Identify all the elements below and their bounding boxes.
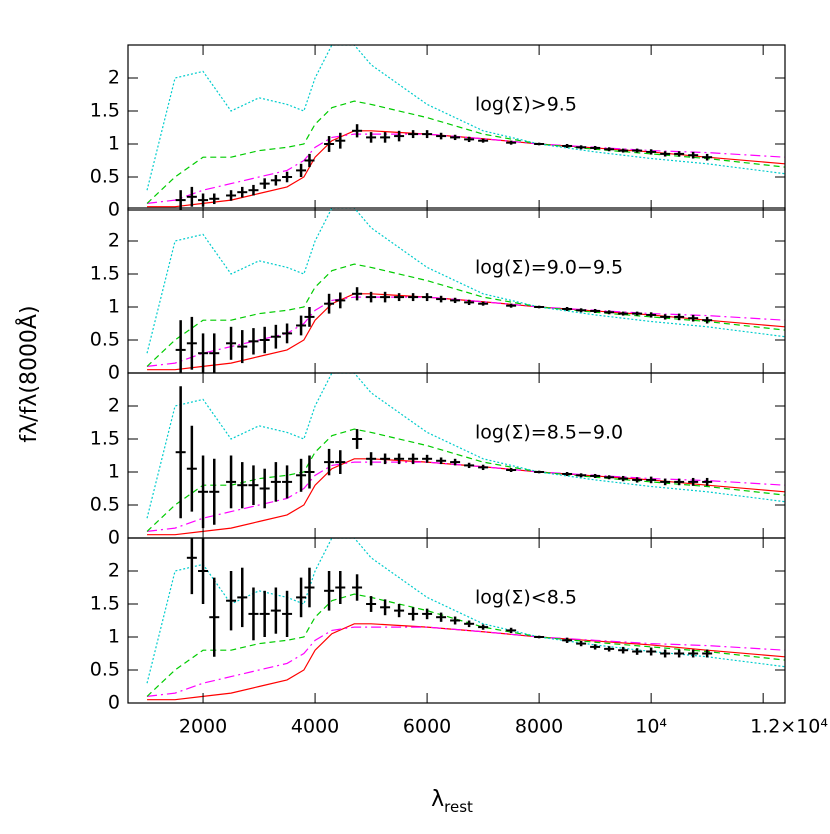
model-line	[146, 373, 785, 519]
panel-plot	[146, 373, 785, 536]
y-tick-label: 2	[108, 560, 120, 582]
y-tick-label: 1.5	[90, 428, 120, 450]
x-tick-label: 10⁴	[635, 716, 667, 738]
y-tick-label: 0	[108, 692, 120, 714]
model-line	[146, 133, 785, 204]
x-label-main: λ	[431, 787, 444, 812]
y-tick-label: 0	[108, 199, 120, 221]
y-tick-label: 1.5	[90, 593, 120, 615]
panel-label: log(Σ)=9.0−9.5	[475, 257, 623, 279]
panel-label: log(Σ)=8.5−9.0	[475, 422, 623, 444]
model-line	[146, 208, 785, 354]
panel-plot	[146, 208, 785, 373]
x-tick-label: 2000	[179, 716, 227, 738]
x-axis-label: λrest	[431, 787, 473, 816]
model-line	[147, 623, 785, 701]
model-line	[146, 461, 785, 532]
panel-plot	[146, 538, 785, 701]
model-line	[146, 538, 785, 684]
model-line	[146, 296, 785, 367]
y-tick-label: 1	[108, 133, 120, 155]
y-tick-label: 1.5	[90, 263, 120, 285]
panel-label: log(Σ)<8.5	[475, 587, 577, 609]
y-tick-label: 2	[108, 395, 120, 417]
y-tick-label: 2	[108, 230, 120, 252]
x-label-sub: rest	[444, 798, 473, 816]
y-tick-label: 0.5	[90, 659, 120, 681]
y-tick-label: 0.5	[90, 166, 120, 188]
panel-label: log(Σ)>9.5	[475, 94, 577, 116]
panel-frame	[127, 44, 786, 211]
y-tick-label: 0	[108, 362, 120, 384]
y-tick-label: 0	[108, 527, 120, 549]
y-tick-label: 0.5	[90, 494, 120, 516]
x-tick-label: 4000	[291, 716, 339, 738]
model-line	[146, 626, 785, 697]
panel-plot	[146, 45, 785, 210]
x-tick-label: 6000	[403, 716, 451, 738]
y-tick-label: 1	[108, 626, 120, 648]
panel-frame	[127, 537, 786, 704]
y-tick-label: 0.5	[90, 329, 120, 351]
x-tick-label: 1.2×10⁴	[750, 716, 828, 738]
model-line	[146, 593, 785, 697]
y-axis-label: fλ/fλ(8000Å)	[15, 305, 42, 442]
y-tick-label: 1	[108, 296, 120, 318]
y-tick-label: 1.5	[90, 100, 120, 122]
y-tick-label: 2	[108, 67, 120, 89]
model-line	[146, 45, 785, 191]
x-tick-label: 8000	[515, 716, 563, 738]
y-tick-label: 1	[108, 461, 120, 483]
